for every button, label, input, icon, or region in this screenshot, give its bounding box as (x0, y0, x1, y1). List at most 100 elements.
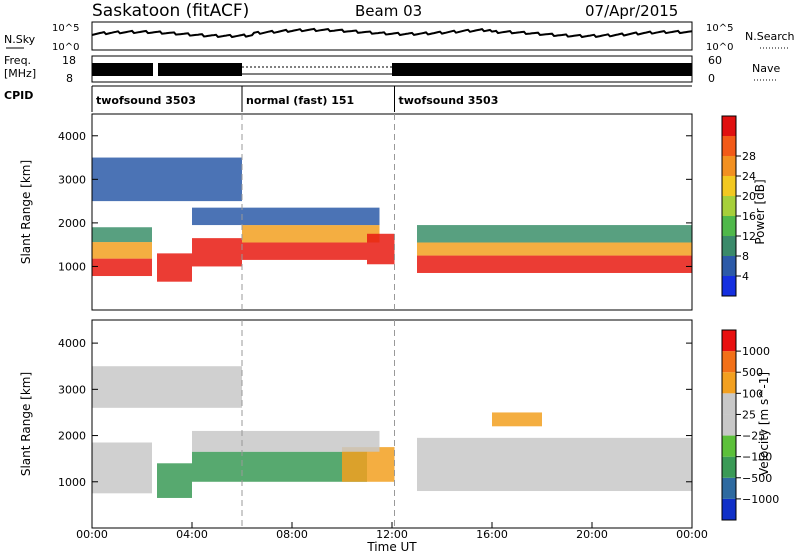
data-band (192, 430, 380, 452)
cpid-segment-label: normal (fast) 151 (246, 94, 354, 107)
colorbar-tick-label: 28 (742, 150, 756, 163)
colorbar-swatch (722, 477, 736, 499)
sky-strip-trace (91, 27, 693, 39)
colorbar-swatch (722, 216, 736, 236)
cpid-label: CPID (4, 89, 33, 102)
colorbar-swatch (722, 156, 736, 176)
data-band (417, 242, 692, 256)
colorbar-tick-label: 25 (742, 408, 756, 421)
data-band (92, 242, 152, 259)
x-tick-label: 00:00 (676, 528, 708, 541)
power-frame (91, 113, 693, 311)
data-band (192, 238, 242, 267)
sky-right-label: N.Search (745, 30, 795, 43)
colorbar-swatch (722, 498, 736, 520)
colorbar-frame (721, 329, 737, 521)
colorbar-tick-label: 4 (742, 270, 749, 283)
velocity-xticks: 00:00 04:00 08:00 12:00 16:00 20:00 00:00 (76, 522, 708, 541)
y-tick-label: 4000 (58, 337, 86, 350)
data-band (242, 225, 380, 243)
sky-right-tick-bottom: 10^0 (706, 42, 733, 53)
colorbar-frame (721, 115, 737, 297)
velocity-ylabel: Slant Range [km] (19, 372, 33, 476)
velocity-cbar-label: Velocity [m s^-1] (757, 372, 771, 476)
colorbar-swatch (722, 176, 736, 196)
nave-right-tick-bottom: 0 (708, 72, 715, 85)
colorbar-tick-label: −1000 (742, 493, 779, 506)
beam-title: Beam 03 (355, 2, 422, 20)
nave-label: Nave (752, 62, 780, 75)
data-band (157, 253, 192, 282)
power-colorbar: 4 8 12 16 20 24 28 (721, 115, 756, 297)
cpid-change-lines (241, 114, 395, 528)
freq-left-tick-bottom: 8 (66, 72, 73, 85)
x-tick-label: 20:00 (576, 528, 608, 541)
colorbar-tick-label: 100 (742, 387, 763, 400)
sky-left-label: N.Sky (4, 33, 36, 46)
nave-right-tick-top: 60 (708, 54, 722, 67)
velocity-xlabel: Time UT (366, 540, 417, 554)
y-tick-label: 3000 (58, 173, 86, 186)
colorbar-swatch (722, 116, 736, 136)
data-band (192, 207, 380, 226)
y-tick-label: 1000 (58, 260, 86, 273)
date-title: 07/Apr/2015 (585, 2, 678, 20)
data-band (417, 255, 692, 273)
colorbar-tick-label: 500 (742, 366, 763, 379)
data-band (92, 157, 242, 202)
cpid-segments: twofsound 3503 normal (fast) 151 twofsound… (91, 86, 499, 112)
velocity-yticks: 1000 2000 3000 4000 (58, 337, 692, 489)
colorbar-swatch (722, 236, 736, 256)
x-tick-label: 12:00 (376, 528, 408, 541)
colorbar-swatch (722, 351, 736, 373)
freq-strip-block-right (392, 63, 692, 76)
freq-strip-block-left (92, 63, 242, 76)
data-band (157, 463, 192, 498)
x-tick-label: 16:00 (476, 528, 508, 541)
colorbar-swatch (722, 330, 736, 352)
data-band (192, 451, 367, 482)
data-band (417, 437, 692, 492)
colorbar-swatch (722, 256, 736, 276)
y-tick-label: 4000 (58, 130, 86, 143)
colorbar-swatch (722, 414, 736, 436)
data-band (92, 442, 152, 494)
colorbar-tick-label: −100 (742, 451, 772, 464)
colorbar-swatch (722, 372, 736, 394)
sky-strip: N.Sky 10^5 10^0 10^5 10^0 N.Search (4, 21, 795, 53)
data-band (92, 366, 242, 408)
data-band (367, 233, 395, 265)
data-band (417, 225, 692, 243)
y-tick-label: 1000 (58, 476, 86, 489)
x-tick-label: 00:00 (76, 528, 108, 541)
colorbar-swatch (722, 456, 736, 478)
colorbar-swatch (722, 393, 736, 415)
freq-strip: Freq. [MHz] 18 8 60 0 Nave (4, 54, 780, 85)
power-cbar-label: Power [dB] (753, 179, 767, 244)
power-yticks: 1000 2000 3000 4000 (58, 130, 692, 273)
velocity-panel: 1000 2000 3000 4000 00:00 04:00 08:00 12:00 16:… (19, 319, 779, 554)
colorbar-tick-label: 8 (742, 250, 749, 263)
colorbar-swatch (722, 136, 736, 156)
station-title: Saskatoon (fitACF) (92, 1, 249, 21)
power-bands (92, 157, 692, 282)
colorbar-swatch (722, 435, 736, 457)
colorbar-tick-label: 16 (742, 210, 756, 223)
cpid-segment-label: twofsound 3503 (399, 94, 499, 107)
colorbar-tick-label: 24 (742, 170, 756, 183)
y-tick-label: 2000 (58, 430, 86, 443)
freq-left-tick-top: 18 (62, 54, 76, 67)
data-band (342, 447, 395, 482)
cpid-segment-label: twofsound 3503 (96, 94, 196, 107)
power-ylabel: Slant Range [km] (19, 160, 33, 264)
colorbar-tick-label: 12 (742, 230, 756, 243)
sky-strip-frame (91, 21, 693, 51)
x-tick-label: 08:00 (276, 528, 308, 541)
colorbar-swatch (722, 196, 736, 216)
velocity-bands (92, 366, 692, 498)
data-band (92, 258, 152, 277)
cpid-strip: CPID twofsound 3503 normal (fast) 151 twof… (4, 85, 692, 112)
freq-label-line2: [MHz] (4, 67, 36, 80)
sky-right-tick-top: 10^5 (706, 23, 733, 34)
